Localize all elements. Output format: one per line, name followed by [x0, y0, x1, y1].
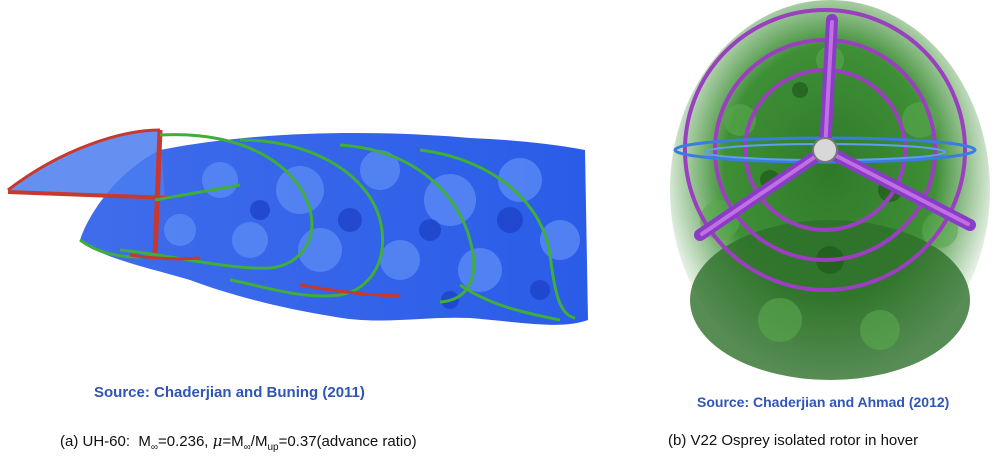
- ratio-slash: /M: [250, 433, 268, 450]
- mach-symbol: M: [138, 433, 151, 450]
- caption-a-label: (a) UH-60:: [60, 433, 131, 450]
- source-citation-a: Source: Chaderjian and Buning (2011): [94, 384, 365, 401]
- mach-value: =0.236,: [158, 433, 209, 450]
- mu-symbol: μ: [212, 432, 223, 450]
- caption-a: (a) UH-60: M∞=0.236, μ=M∞/Mup=0.37(advan…: [60, 432, 417, 453]
- mach-subscript: ∞: [150, 442, 158, 453]
- caption-b: (b) V22 Osprey isolated rotor in hover: [668, 432, 919, 449]
- rotor-disk: [8, 130, 165, 200]
- ratio-subscript-1: ∞: [243, 442, 251, 453]
- ratio-value: =0.37(advance ratio): [278, 433, 417, 450]
- source-citation-b: Source: Chaderjian and Ahmad (2012): [697, 394, 950, 410]
- ratio-subscript-2: up: [267, 442, 279, 453]
- ratio-eq: =M: [222, 433, 244, 450]
- uh60-wake-visualization: [0, 90, 590, 370]
- v22-rotor-visualization: [660, 0, 1000, 415]
